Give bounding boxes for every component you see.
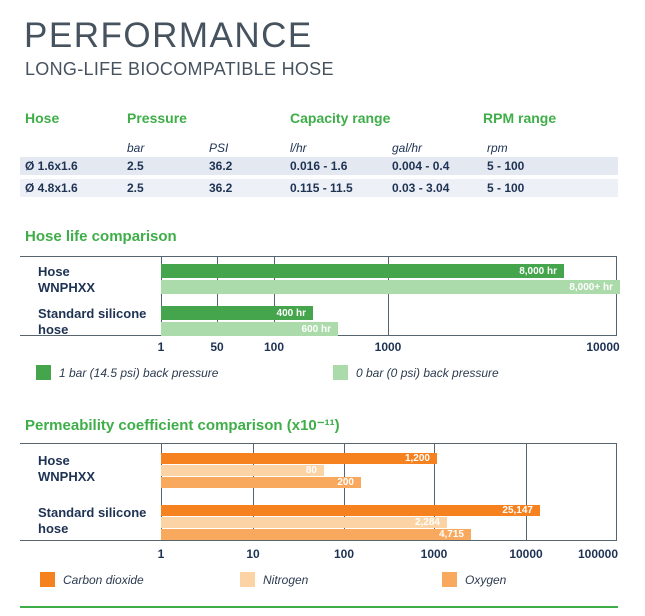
hose-life-chart: Hose WNPHXX Standard silicone hose 8,000 h…	[20, 256, 620, 337]
cell-psi: 36.2	[209, 181, 233, 195]
legend-label: Nitrogen	[263, 572, 309, 587]
hose-life-chart-title: Hose life comparison	[25, 228, 177, 245]
bar-value-label: 4,715	[438, 529, 464, 540]
unit-header-galhr: gal/hr	[392, 141, 423, 155]
axis-tick: 1000	[374, 340, 402, 354]
bar-value-label: 600 hr	[301, 323, 331, 335]
hose-life-x-axis: 1 50 100 1000 10000	[20, 340, 620, 354]
gridline	[344, 444, 345, 540]
axis-tick: 100	[263, 340, 285, 354]
col-header-hose: Hose	[25, 110, 60, 126]
unit-header-rpm: rpm	[487, 141, 508, 155]
bar: 200	[161, 477, 361, 488]
bar-value-label: 400 hr	[276, 307, 306, 319]
legend-swatch	[333, 365, 348, 380]
unit-header-bar: bar	[127, 141, 145, 155]
bar: 8,000+ hr	[161, 280, 620, 294]
gridline	[388, 257, 389, 335]
legend-item: 1 bar (14.5 psi) back pressure	[36, 365, 218, 380]
legend-item: 0 bar (0 psi) back pressure	[333, 365, 499, 380]
axis-tick: 1	[157, 340, 165, 354]
axis-tick: 1000	[420, 547, 448, 561]
cell-lhr: 0.115 - 11.5	[290, 181, 353, 195]
cell-rpm: 5 - 100	[487, 159, 525, 173]
bar: 2,284	[161, 517, 447, 528]
category-label: Standard silicone hose	[38, 306, 147, 337]
axis-tick: 10	[246, 547, 260, 561]
legend-label: 0 bar (0 psi) back pressure	[356, 365, 499, 380]
legend-item: Carbon dioxide	[40, 572, 144, 587]
bar: 80	[161, 465, 324, 476]
bar-value-label: 2,284	[414, 517, 440, 528]
category-label: Standard silicone hose	[38, 505, 147, 536]
cell-psi: 36.2	[209, 159, 233, 173]
permeability-chart: Hose WNPHXX Standard silicone hose 1,200 80…	[20, 443, 617, 541]
col-header-pressure: Pressure	[127, 110, 187, 126]
bar-value-label: 25,147	[502, 505, 533, 516]
gridline	[616, 444, 617, 540]
axis-tick: 10000	[509, 547, 543, 561]
cell-hose: Ø 1.6x1.6	[25, 159, 78, 173]
col-header-rpm-range: RPM range	[483, 110, 557, 126]
bar: 4,715	[161, 529, 471, 540]
legend-label: Oxygen	[465, 572, 507, 587]
gridline	[161, 444, 162, 540]
legend-label: 1 bar (14.5 psi) back pressure	[59, 365, 219, 380]
gridline	[434, 444, 435, 540]
table-row: Ø 1.6x1.6 2.5 36.2 0.016 - 1.6 0.004 - 0…	[20, 157, 618, 175]
page-title: PERFORMANCE	[24, 16, 313, 55]
hose-life-legend: 1 bar (14.5 psi) back pressure 0 bar (0 p…	[20, 365, 617, 381]
legend-swatch	[240, 572, 255, 587]
bar-value-label: 8,000 hr	[519, 265, 557, 277]
category-label: Hose WNPHXX	[38, 453, 96, 484]
permeability-legend: Carbon dioxide Nitrogen Oxygen	[20, 572, 617, 588]
bar-value-label: 80	[305, 465, 317, 476]
page-subtitle: LONG-LIFE BIOCOMPATIBLE HOSE	[25, 59, 334, 79]
footer-rule	[20, 606, 618, 608]
bar-value-label: 200	[337, 477, 354, 488]
cell-bar: 2.5	[127, 181, 144, 195]
gridline	[217, 257, 218, 335]
gridline	[161, 257, 162, 335]
bar-value-label: 8,000+ hr	[569, 281, 613, 293]
legend-label: Carbon dioxide	[63, 572, 144, 587]
legend-swatch	[36, 365, 51, 380]
legend-item: Oxygen	[442, 572, 506, 587]
unit-header-psi: PSI	[209, 141, 229, 155]
cell-galhr: 0.03 - 3.04	[392, 181, 450, 195]
legend-swatch	[442, 572, 457, 587]
gridline	[253, 444, 254, 540]
col-header-capacity-range: Capacity range	[290, 110, 391, 126]
cell-bar: 2.5	[127, 159, 144, 173]
axis-tick: 100	[333, 547, 355, 561]
axis-tick: 10000	[586, 340, 620, 354]
permeability-x-axis: 1 10 100 1000 10000 100000	[20, 547, 619, 561]
bar: 8,000 hr	[161, 264, 564, 278]
bar: 600 hr	[161, 322, 338, 336]
bar: 25,147	[161, 505, 540, 516]
axis-tick: 50	[210, 340, 224, 354]
category-label: Hose WNPHXX	[38, 264, 96, 295]
axis-tick: 100000	[577, 547, 619, 561]
bar-value-label: 1,200	[404, 453, 430, 464]
axis-tick: 1	[157, 547, 165, 561]
permeability-chart-title: Permeability coefficient comparison (x10…	[25, 417, 340, 434]
gridline	[616, 257, 617, 335]
table-row: Ø 4.8x1.6 2.5 36.2 0.115 - 11.5 0.03 - 3…	[20, 179, 618, 197]
gridline	[526, 444, 527, 540]
unit-header-lhr: l/hr	[290, 141, 307, 155]
cell-lhr: 0.016 - 1.6	[290, 159, 348, 173]
spec-table: Hose Pressure Capacity range RPM range b…	[20, 108, 618, 200]
gridline	[274, 257, 275, 335]
cell-rpm: 5 - 100	[487, 181, 525, 195]
bar: 400 hr	[161, 306, 313, 320]
cell-galhr: 0.004 - 0.4	[392, 159, 450, 173]
bar: 1,200	[161, 453, 437, 464]
cell-hose: Ø 4.8x1.6	[25, 181, 78, 195]
legend-swatch	[40, 572, 55, 587]
legend-item: Nitrogen	[240, 572, 308, 587]
